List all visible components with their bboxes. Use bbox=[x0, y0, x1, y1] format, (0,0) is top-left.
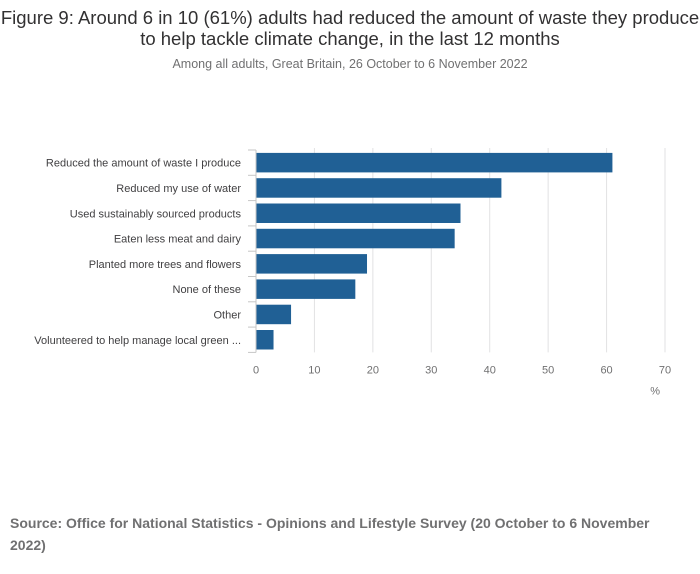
category-labels: Reduced the amount of waste I produce Red… bbox=[34, 149, 256, 353]
bar bbox=[256, 178, 502, 198]
x-tick-label: 30 bbox=[425, 364, 437, 376]
category-label: Reduced the amount of waste I produce bbox=[46, 158, 241, 170]
category-label: None of these bbox=[173, 284, 242, 296]
x-tick-label: 20 bbox=[367, 364, 379, 376]
bar bbox=[256, 304, 292, 325]
x-axis-label: % bbox=[650, 385, 660, 397]
bar bbox=[256, 152, 613, 173]
category-label: Eaten less meat and dairy bbox=[114, 234, 242, 246]
category-label: Volunteered to help manage local green .… bbox=[34, 335, 241, 347]
bar bbox=[256, 279, 356, 299]
category-label: Reduced my use of water bbox=[116, 183, 241, 195]
x-tick-label: 70 bbox=[659, 364, 671, 376]
x-tick-label: 50 bbox=[542, 364, 554, 376]
bar bbox=[256, 254, 368, 274]
x-axis-ticks: 0 10 20 30 40 50 60 70 bbox=[253, 364, 671, 376]
chart-title: Figure 9: Around 6 in 10 (61%) adults ha… bbox=[0, 7, 700, 49]
bar bbox=[256, 330, 274, 350]
bar-chart: Reduced the amount of waste I produce Red… bbox=[34, 148, 671, 397]
chart-subtitle: Among all adults, Great Britain, 26 Octo… bbox=[172, 57, 528, 71]
category-label: Other bbox=[213, 309, 241, 321]
x-tick-label: 0 bbox=[253, 364, 259, 376]
x-tick-label: 40 bbox=[484, 364, 496, 376]
category-label: Used sustainably sourced products bbox=[70, 208, 242, 220]
source-note: Source: Office for National Statistics -… bbox=[10, 515, 650, 553]
bar bbox=[256, 228, 455, 249]
bars bbox=[256, 152, 613, 350]
x-tick-label: 60 bbox=[600, 364, 612, 376]
bar bbox=[256, 203, 461, 223]
category-label: Planted more trees and flowers bbox=[89, 259, 242, 271]
x-tick-label: 10 bbox=[308, 364, 320, 376]
